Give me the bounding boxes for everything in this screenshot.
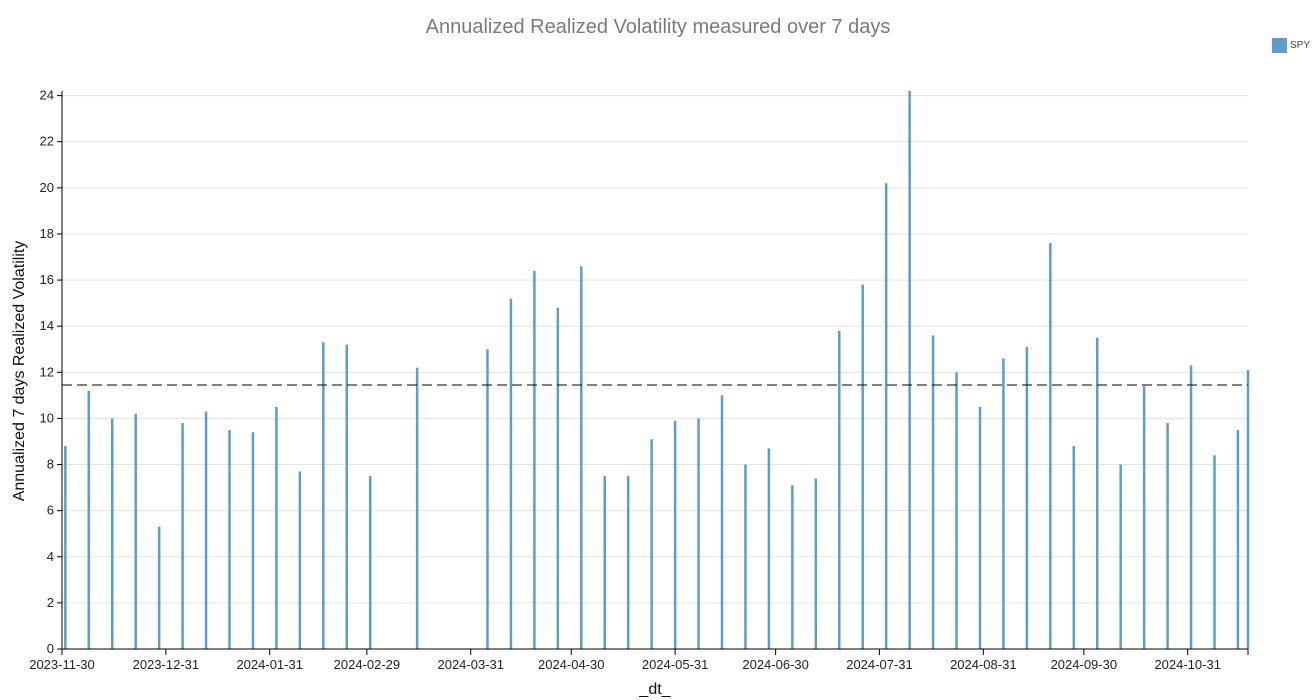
bar[interactable] <box>580 266 583 649</box>
y-tick-label: 22 <box>40 134 54 149</box>
bar[interactable] <box>720 395 724 649</box>
bar[interactable] <box>556 307 560 649</box>
bars <box>64 91 1250 650</box>
x-tick-label: 2024-10-31 <box>1154 657 1221 672</box>
bar[interactable] <box>64 446 67 649</box>
bar[interactable] <box>1095 337 1099 649</box>
bar[interactable] <box>884 183 888 650</box>
bar[interactable] <box>1072 446 1076 649</box>
bar[interactable] <box>345 344 349 649</box>
x-tick-label: 2024-09-30 <box>1051 657 1118 672</box>
bar[interactable] <box>111 418 114 649</box>
bar[interactable] <box>322 342 325 649</box>
bar[interactable] <box>1236 429 1240 649</box>
bar[interactable] <box>978 406 982 649</box>
y-tick-label: 14 <box>40 318 54 333</box>
bar[interactable] <box>1002 358 1005 649</box>
bar[interactable] <box>1166 423 1169 649</box>
legend-swatch-spy <box>1272 38 1287 53</box>
x-tick-label: 2024-04-30 <box>538 657 605 672</box>
x-tick-label: 2024-01-31 <box>236 657 303 672</box>
bar[interactable] <box>1049 243 1052 649</box>
x-tick-label: 2024-08-31 <box>950 657 1017 672</box>
x-tick-label: 2024-07-31 <box>846 657 913 672</box>
y-tick-label: 20 <box>40 180 54 195</box>
bar[interactable] <box>838 330 841 649</box>
bar[interactable] <box>744 464 747 649</box>
x-axis-title: _dt_ <box>638 681 671 698</box>
bar[interactable] <box>908 91 911 649</box>
bar[interactable] <box>1246 370 1250 649</box>
bar[interactable] <box>275 406 278 649</box>
legend[interactable]: SPY <box>1272 38 1310 53</box>
bar[interactable] <box>791 485 794 649</box>
x-tick-label: 2023-12-31 <box>133 657 200 672</box>
y-axis-title: Annualized 7 days Realized Volatility <box>11 241 28 502</box>
bar[interactable] <box>181 423 184 649</box>
x-tick-label: 2023-11-30 <box>29 657 95 672</box>
legend-label-spy: SPY <box>1290 40 1311 51</box>
bar[interactable] <box>1025 346 1029 649</box>
bar[interactable] <box>228 429 231 649</box>
x-tick-label: 2024-03-31 <box>437 657 504 672</box>
bar[interactable] <box>486 349 489 649</box>
bar[interactable] <box>603 476 606 649</box>
x-tick-label: 2024-05-31 <box>642 657 709 672</box>
y-tick-label: 8 <box>47 457 54 472</box>
bar[interactable] <box>767 448 771 649</box>
x-tick-label: 2024-06-30 <box>742 657 809 672</box>
bar[interactable] <box>251 432 255 649</box>
y-tick-label: 2 <box>47 595 54 610</box>
grid-lines <box>62 95 1248 604</box>
bar[interactable] <box>1119 464 1122 649</box>
bar[interactable] <box>134 413 137 649</box>
bar[interactable] <box>931 335 935 649</box>
bar[interactable] <box>626 476 630 649</box>
y-tick-label: 12 <box>40 364 54 379</box>
y-tick-label: 24 <box>40 88 54 103</box>
bar[interactable] <box>87 390 91 649</box>
bar[interactable] <box>1213 455 1216 649</box>
bar[interactable] <box>650 439 653 649</box>
bar[interactable] <box>533 270 536 649</box>
y-tick-label: 10 <box>40 410 54 425</box>
bar[interactable] <box>368 476 372 649</box>
bar[interactable] <box>157 526 161 649</box>
bar[interactable] <box>861 284 864 649</box>
bar[interactable] <box>955 372 958 649</box>
bar[interactable] <box>509 298 513 649</box>
x-tick-label: 2024-02-29 <box>334 657 401 672</box>
bar[interactable] <box>673 420 677 649</box>
bar[interactable] <box>415 367 419 649</box>
bar[interactable] <box>1189 365 1193 649</box>
bar[interactable] <box>697 418 700 649</box>
y-tick-label: 18 <box>40 226 54 241</box>
y-tick-label: 4 <box>47 549 54 564</box>
chart-title: Annualized Realized Volatility measured … <box>425 16 891 38</box>
y-tick-label: 0 <box>47 641 54 656</box>
bar[interactable] <box>298 471 302 649</box>
y-tick-label: 6 <box>47 503 54 518</box>
bar[interactable] <box>814 478 818 649</box>
y-tick-label: 16 <box>40 272 54 287</box>
bar[interactable] <box>204 411 208 649</box>
bar[interactable] <box>1142 386 1146 649</box>
